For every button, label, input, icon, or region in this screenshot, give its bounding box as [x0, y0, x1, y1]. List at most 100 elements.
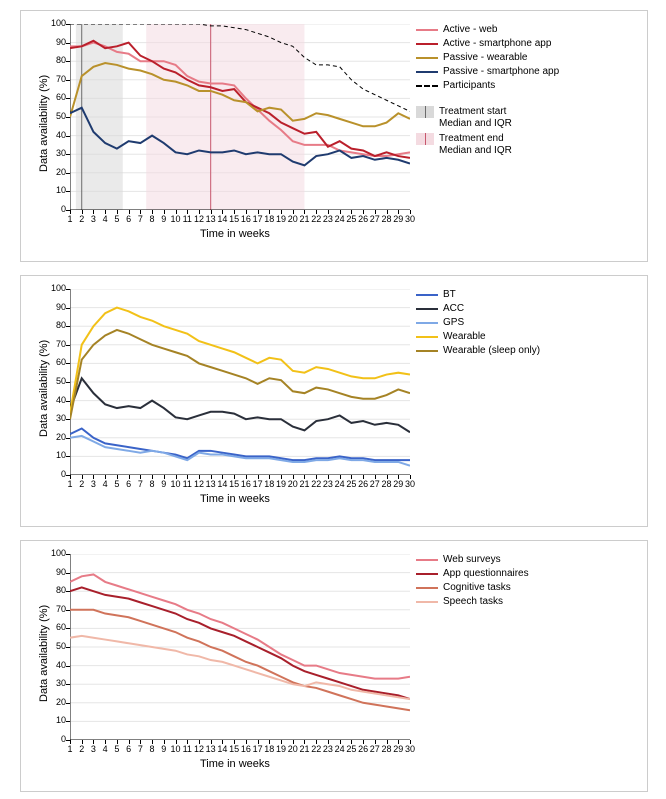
- legend-entry: Treatment endMedian and IQR: [416, 133, 559, 157]
- ytick-label: 10: [48, 715, 66, 725]
- ytick-label: 30: [48, 413, 66, 423]
- xtick-label: 12: [193, 214, 205, 224]
- xtick-label: 19: [275, 479, 287, 489]
- xtick-label: 29: [392, 214, 404, 224]
- x-axis-title: Time in weeks: [200, 758, 270, 770]
- ytick-label: 0: [48, 204, 66, 214]
- legend-swatch: [416, 308, 438, 310]
- legend-label: Speech tasks: [443, 596, 503, 607]
- ytick-label: 100: [48, 548, 66, 558]
- legend-entry: BT: [416, 289, 540, 300]
- series-gps: [70, 436, 410, 466]
- xtick-label: 4: [99, 744, 111, 754]
- series-cognitive-tasks: [70, 610, 410, 710]
- xtick-label: 17: [252, 744, 264, 754]
- xtick-label: 3: [87, 744, 99, 754]
- xtick-label: 24: [334, 479, 346, 489]
- legend-entry: Treatment startMedian and IQR: [416, 106, 559, 130]
- xtick-label: 21: [298, 744, 310, 754]
- xtick-label: 18: [263, 479, 275, 489]
- legend-swatch: [416, 106, 434, 118]
- chart-a: [70, 24, 410, 210]
- ytick-label: 20: [48, 167, 66, 177]
- xtick-label: 20: [287, 214, 299, 224]
- xtick-label: 3: [87, 214, 99, 224]
- xtick-label: 21: [298, 214, 310, 224]
- ytick-label: 80: [48, 585, 66, 595]
- legend-entry: Active - smartphone app: [416, 38, 559, 49]
- legend-label: App questionnaires: [443, 568, 529, 579]
- xtick-label: 14: [216, 214, 228, 224]
- legend-swatch: [416, 601, 438, 603]
- legend-label: Wearable (sleep only): [443, 345, 540, 356]
- ytick-label: 100: [48, 283, 66, 293]
- xtick-label: 10: [170, 744, 182, 754]
- legend-entry: Wearable: [416, 331, 540, 342]
- xtick-label: 23: [322, 214, 334, 224]
- xtick-label: 25: [345, 214, 357, 224]
- ytick-label: 10: [48, 185, 66, 195]
- legend-entry: Active - web: [416, 24, 559, 35]
- xtick-label: 27: [369, 214, 381, 224]
- xtick-label: 24: [334, 214, 346, 224]
- ytick-label: 70: [48, 339, 66, 349]
- ytick-label: 90: [48, 302, 66, 312]
- xtick-label: 22: [310, 479, 322, 489]
- legend-a: Active - web Active - smartphone app Passi…: [416, 24, 559, 160]
- ytick-label: 50: [48, 376, 66, 386]
- legend-entry: Wearable (sleep only): [416, 345, 540, 356]
- xtick-label: 28: [381, 479, 393, 489]
- ytick-label: 50: [48, 111, 66, 121]
- xtick-label: 15: [228, 744, 240, 754]
- xtick-label: 22: [310, 214, 322, 224]
- xtick-label: 25: [345, 479, 357, 489]
- xtick-label: 30: [404, 479, 416, 489]
- ytick-label: 40: [48, 660, 66, 670]
- ytick-label: 30: [48, 148, 66, 158]
- xtick-label: 7: [134, 479, 146, 489]
- legend-label: Treatment endMedian and IQR: [439, 133, 512, 157]
- ytick-label: 30: [48, 678, 66, 688]
- chart-c: [70, 554, 410, 740]
- legend-swatch: [416, 29, 438, 31]
- xtick-label: 17: [252, 479, 264, 489]
- xtick-label: 20: [287, 479, 299, 489]
- chart-b: [70, 289, 410, 475]
- xtick-label: 10: [170, 214, 182, 224]
- ytick-label: 10: [48, 450, 66, 460]
- legend-label: BT: [443, 289, 456, 300]
- xtick-label: 26: [357, 479, 369, 489]
- xtick-label: 9: [158, 214, 170, 224]
- legend-entry: GPS: [416, 317, 540, 328]
- legend-label: Participants: [443, 80, 495, 91]
- xtick-label: 2: [76, 744, 88, 754]
- xtick-label: 5: [111, 214, 123, 224]
- legend-swatch: [416, 85, 438, 87]
- xtick-label: 13: [205, 744, 217, 754]
- ytick-label: 20: [48, 697, 66, 707]
- xtick-label: 11: [181, 744, 193, 754]
- ytick-label: 60: [48, 622, 66, 632]
- ytick-label: 40: [48, 395, 66, 405]
- xtick-label: 7: [134, 744, 146, 754]
- xtick-label: 16: [240, 479, 252, 489]
- x-axis-title: Time in weeks: [200, 493, 270, 505]
- legend-label: Active - web: [443, 24, 497, 35]
- ytick-label: 70: [48, 74, 66, 84]
- ytick-label: 100: [48, 18, 66, 28]
- xtick-label: 28: [381, 214, 393, 224]
- xtick-label: 30: [404, 214, 416, 224]
- xtick-label: 7: [134, 214, 146, 224]
- xtick-label: 22: [310, 744, 322, 754]
- xtick-label: 1: [64, 214, 76, 224]
- xtick-label: 27: [369, 479, 381, 489]
- legend-swatch: [416, 559, 438, 561]
- legend-label: Wearable: [443, 331, 486, 342]
- xtick-label: 5: [111, 744, 123, 754]
- ytick-label: 60: [48, 92, 66, 102]
- legend-label: Passive - smartphone app: [443, 66, 559, 77]
- y-axis-title: Data availability (%): [38, 75, 50, 172]
- xtick-label: 11: [181, 479, 193, 489]
- xtick-label: 1: [64, 479, 76, 489]
- legend-swatch: [416, 336, 438, 338]
